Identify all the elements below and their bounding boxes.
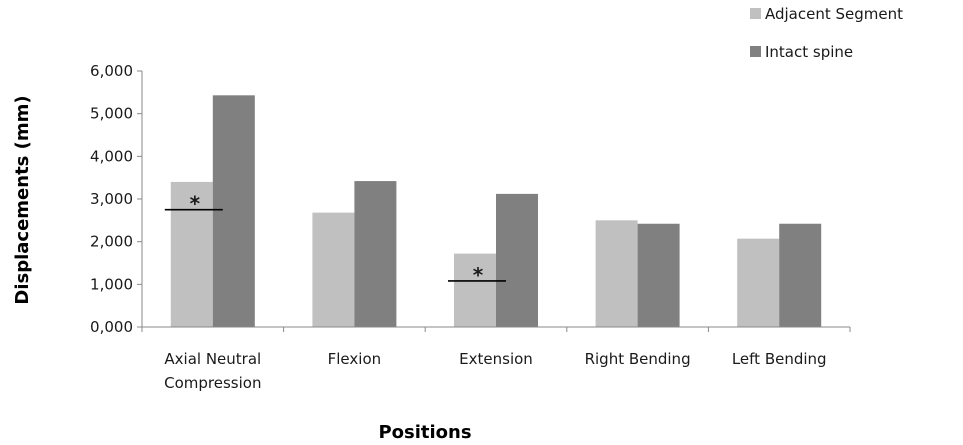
category-label: Extension: [459, 350, 533, 368]
bar: [454, 253, 496, 327]
legend-label-intact-spine: Intact spine: [765, 43, 853, 61]
category-label: Right Bending: [585, 350, 691, 368]
y-tick-label: 3,000: [90, 190, 133, 208]
x-axis-title: Positions: [378, 422, 471, 443]
y-tick-label: 0,000: [90, 318, 133, 336]
category-label: Flexion: [328, 350, 382, 368]
bar: [212, 95, 255, 327]
category-label: Left Bending: [732, 350, 827, 368]
y-tick-label: 5,000: [90, 105, 133, 123]
y-tick-label: 1,000: [90, 275, 133, 293]
legend-swatch-adjacent-segment: [750, 8, 761, 19]
significance-star: *: [473, 263, 484, 287]
bar: [637, 223, 680, 327]
bar: [354, 181, 397, 327]
y-tick-label: 2,000: [90, 233, 133, 251]
category-label: Axial Neutral Compression: [164, 350, 261, 392]
significance-star: *: [190, 192, 201, 216]
legend-label-adjacent-segment: Adjacent Segment: [765, 5, 903, 23]
legend-swatch-intact-spine: [750, 46, 761, 57]
bar: [595, 220, 638, 327]
bar: [312, 212, 355, 327]
y-tick-label: 6,000: [90, 62, 133, 80]
bar: [737, 238, 780, 327]
legend: Adjacent Segment Intact spine: [750, 5, 903, 61]
plot-area: 0,000 1,000 2,000 3,000 4,000 5,000 6,000 Axial…: [90, 62, 851, 392]
y-tick-label: 4,000: [90, 147, 133, 165]
y-axis-title: Displacements (mm): [12, 95, 33, 304]
bar: [779, 223, 822, 327]
bar: [170, 181, 213, 327]
bar: [496, 193, 538, 327]
